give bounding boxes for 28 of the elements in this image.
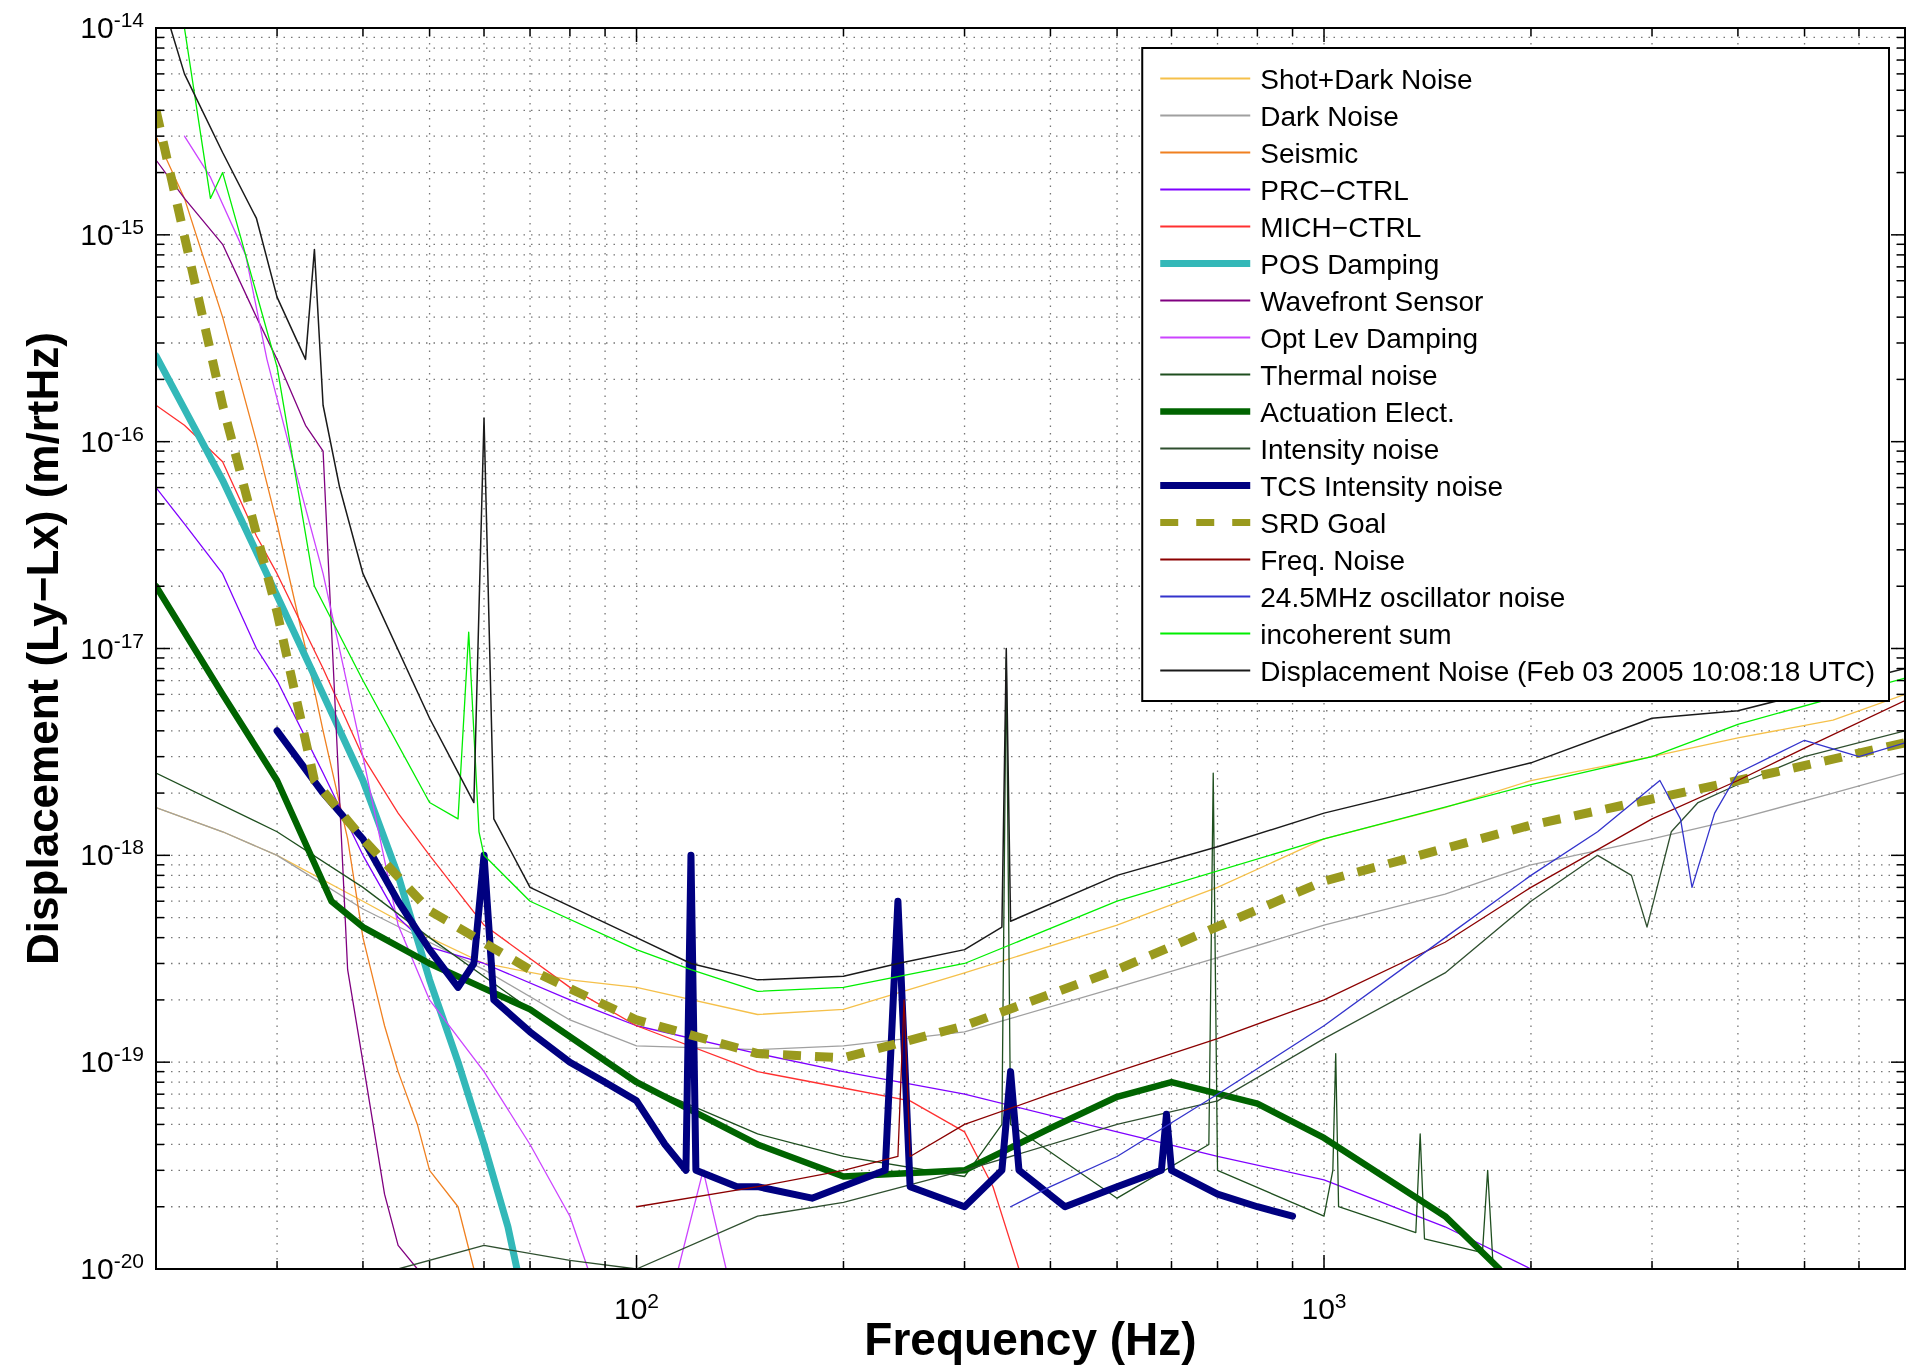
- x-tick-label: 10$^{2}$: [614, 1288, 660, 1325]
- legend-label: Seismic: [1260, 137, 1359, 169]
- y-tick-label: 10$^{-18}$: [80, 834, 144, 872]
- legend-label: Wavefront Sensor: [1260, 285, 1484, 317]
- legend-label: TCS Intensity noise: [1260, 470, 1504, 502]
- legend-label: Dark Noise: [1260, 100, 1399, 132]
- y-tick-label: 10$^{-19}$: [80, 1041, 144, 1079]
- x-tick-label: 10$^{3}$: [1301, 1288, 1347, 1325]
- legend-label: Displacement Noise (Feb 03 2005 10:08:18 UTC): [1260, 655, 1875, 687]
- y-tick-label: 10$^{-17}$: [80, 628, 144, 665]
- legend-label: Shot+Dark Noise: [1260, 63, 1473, 95]
- legend-label: Opt Lev Damping: [1260, 322, 1479, 354]
- legend-label: incoherent sum: [1260, 618, 1452, 650]
- legend-label: Thermal noise: [1260, 359, 1438, 391]
- legend-label: SRD Goal: [1260, 507, 1387, 539]
- legend-label: Intensity noise: [1260, 433, 1440, 465]
- legend-label: MICH−CTRL: [1260, 211, 1422, 243]
- legend-label: PRC−CTRL: [1260, 174, 1409, 206]
- y-tick-label: 10$^{-14}$: [80, 7, 145, 44]
- y-tick-label: 10$^{-16}$: [80, 421, 144, 458]
- x-axis-title: Frequency (Hz): [864, 1313, 1197, 1365]
- legend-label: Freq. Noise: [1260, 544, 1405, 576]
- y-axis-title: Displacement (Ly−Lx) (m/rtHz): [18, 332, 67, 965]
- legend-label: Actuation Elect.: [1260, 396, 1455, 428]
- y-tick-label: 10$^{-15}$: [80, 214, 144, 251]
- y-tick-label: 10$^{-20}$: [80, 1248, 144, 1285]
- legend-label: POS Damping: [1260, 248, 1440, 280]
- legend-label: 24.5MHz oscillator noise: [1260, 581, 1566, 613]
